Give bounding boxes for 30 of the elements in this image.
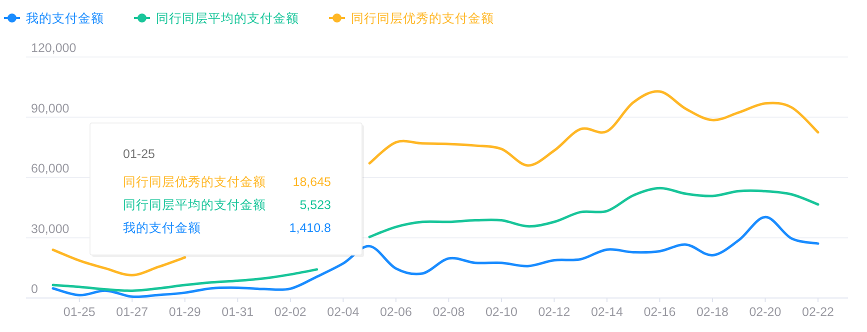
x-tick-label: 01-25 (63, 305, 96, 319)
annotation: 18,645 (292, 175, 332, 189)
x-tick-label: 02-08 (432, 305, 465, 319)
annotation: 同行同层平均的支付金额 (123, 198, 266, 212)
x-tick-label: 02-04 (327, 305, 360, 319)
x-tick-label: 02-12 (538, 305, 570, 319)
x-tick-label: 02-02 (274, 305, 306, 319)
x-tick-label: 02-06 (380, 305, 412, 319)
annotation: 同行同层优秀的支付金额 (123, 175, 266, 189)
annotation: 我的支付金额 (123, 221, 201, 235)
x-tick-label: 02-16 (644, 305, 676, 319)
legend-label: 同行同层平均的支付金额 (156, 12, 299, 26)
y-tick-label: 120,000 (31, 41, 76, 55)
x-tick-label: 02-22 (802, 305, 834, 319)
annotation: 1,410.8 (289, 221, 332, 235)
annotation: 01-25 (123, 147, 156, 161)
x-tick-label: 01-29 (168, 305, 201, 319)
x-tick-label: 01-27 (116, 305, 148, 319)
x-tick-label: 02-14 (590, 305, 623, 319)
x-tick-label: 01-31 (222, 305, 254, 319)
x-tick-label: 02-10 (485, 305, 518, 319)
y-tick-label: 90,000 (31, 101, 70, 116)
x-tick-label: 02-20 (749, 305, 782, 319)
legend-label: 我的支付金额 (26, 12, 104, 26)
annotation: 5,523 (300, 198, 332, 212)
x-tick-label: 02-18 (696, 305, 729, 319)
legend-label: 同行同层优秀的支付金额 (351, 12, 494, 26)
y-tick-label: 60,000 (31, 162, 70, 176)
y-tick-label: 30,000 (31, 222, 70, 236)
y-tick-label: 0 (31, 282, 38, 296)
